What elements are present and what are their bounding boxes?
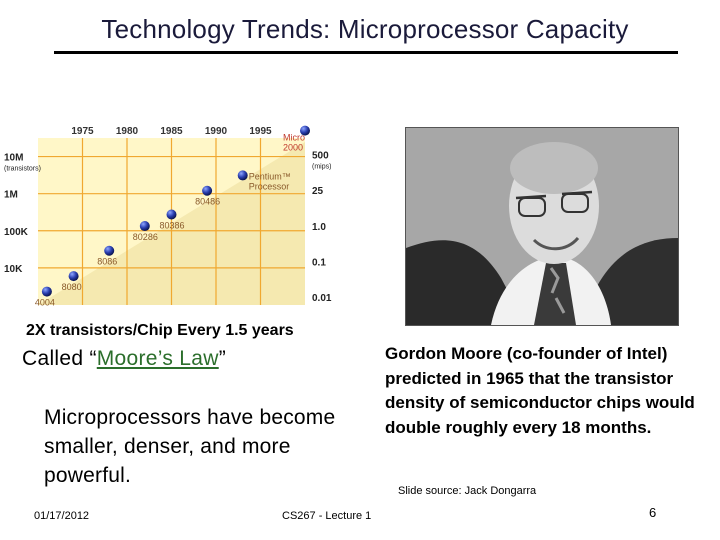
chart-label-0: 4004 bbox=[35, 298, 55, 308]
chart-point-4004 bbox=[41, 286, 52, 297]
right-unit-label: (mips) bbox=[312, 164, 331, 171]
chart-axes: 1975 1980 1985 1990 1995 10M 1M 100K 10K (transis… bbox=[4, 126, 332, 304]
right-tick-500: 500 bbox=[312, 151, 329, 162]
chart-point-80386 bbox=[166, 209, 177, 220]
x-tick-1975: 1975 bbox=[71, 126, 94, 137]
chart-grid bbox=[38, 138, 305, 305]
chart-point-80486 bbox=[202, 185, 213, 196]
y-unit-label: (transistors) bbox=[4, 166, 41, 173]
right-tick-0.01: 0.01 bbox=[312, 293, 332, 304]
slide-title: Technology Trends: Microprocessor Capaci… bbox=[101, 14, 629, 44]
moore-prediction-quote: Gordon Moore (co-founder of Intel) predi… bbox=[385, 344, 695, 437]
moores-law-link[interactable]: Moore’s Law bbox=[96, 347, 219, 370]
y-tick-1M: 1M bbox=[4, 190, 18, 201]
chart-label-4: 80386 bbox=[160, 220, 185, 230]
x-tick-1990: 1990 bbox=[205, 126, 228, 137]
right-tick-1.0: 1.0 bbox=[312, 222, 326, 233]
chart-label-6: Pentium™ Processor bbox=[249, 171, 291, 191]
chart-point-8086 bbox=[104, 245, 115, 256]
footer-lecture: CS267 - Lecture 1 bbox=[282, 510, 372, 522]
portrait-photo-icon bbox=[406, 128, 678, 325]
chart-point-8080 bbox=[68, 271, 79, 282]
gordon-moore-portrait bbox=[405, 127, 679, 326]
chart-label-3: 80286 bbox=[133, 232, 158, 242]
chart-label-7: Micro 2000 bbox=[283, 133, 305, 153]
y-tick-10M: 10M bbox=[4, 153, 23, 164]
moores-law-chart: 1975 1980 1985 1990 1995 10M 1M 100K 10K (transis… bbox=[4, 125, 332, 308]
called-suffix: ” bbox=[218, 347, 227, 370]
called-prefix: Called “ bbox=[22, 347, 97, 370]
right-tick-0.1: 0.1 bbox=[312, 257, 326, 268]
x-tick-1995: 1995 bbox=[249, 126, 272, 137]
page-number: 6 bbox=[649, 505, 657, 520]
moores-law-line: Called “Moore’s Law” bbox=[22, 347, 226, 371]
microprocessor-statement: Microprocessors have become smaller, den… bbox=[44, 406, 336, 487]
chart-label-1: 8080 bbox=[62, 282, 82, 292]
chart-point-micro2000 bbox=[300, 125, 310, 136]
chart-label-2: 8086 bbox=[97, 257, 117, 267]
x-tick-1980: 1980 bbox=[116, 126, 139, 137]
right-tick-25: 25 bbox=[312, 186, 324, 197]
chart-point-pentiumprocessor bbox=[237, 170, 248, 181]
chart-point-80286 bbox=[139, 221, 150, 232]
y-tick-100K: 100K bbox=[4, 227, 29, 238]
x-tick-1985: 1985 bbox=[160, 126, 183, 137]
title-divider bbox=[54, 51, 678, 54]
y-tick-10K: 10K bbox=[4, 264, 23, 275]
trend-caption: 2X transistors/Chip Every 1.5 years bbox=[26, 322, 294, 339]
chart-label-5: 80486 bbox=[195, 197, 220, 207]
footer-date: 01/17/2012 bbox=[34, 510, 90, 522]
slide-source: Slide source: Jack Dongarra bbox=[398, 485, 537, 497]
